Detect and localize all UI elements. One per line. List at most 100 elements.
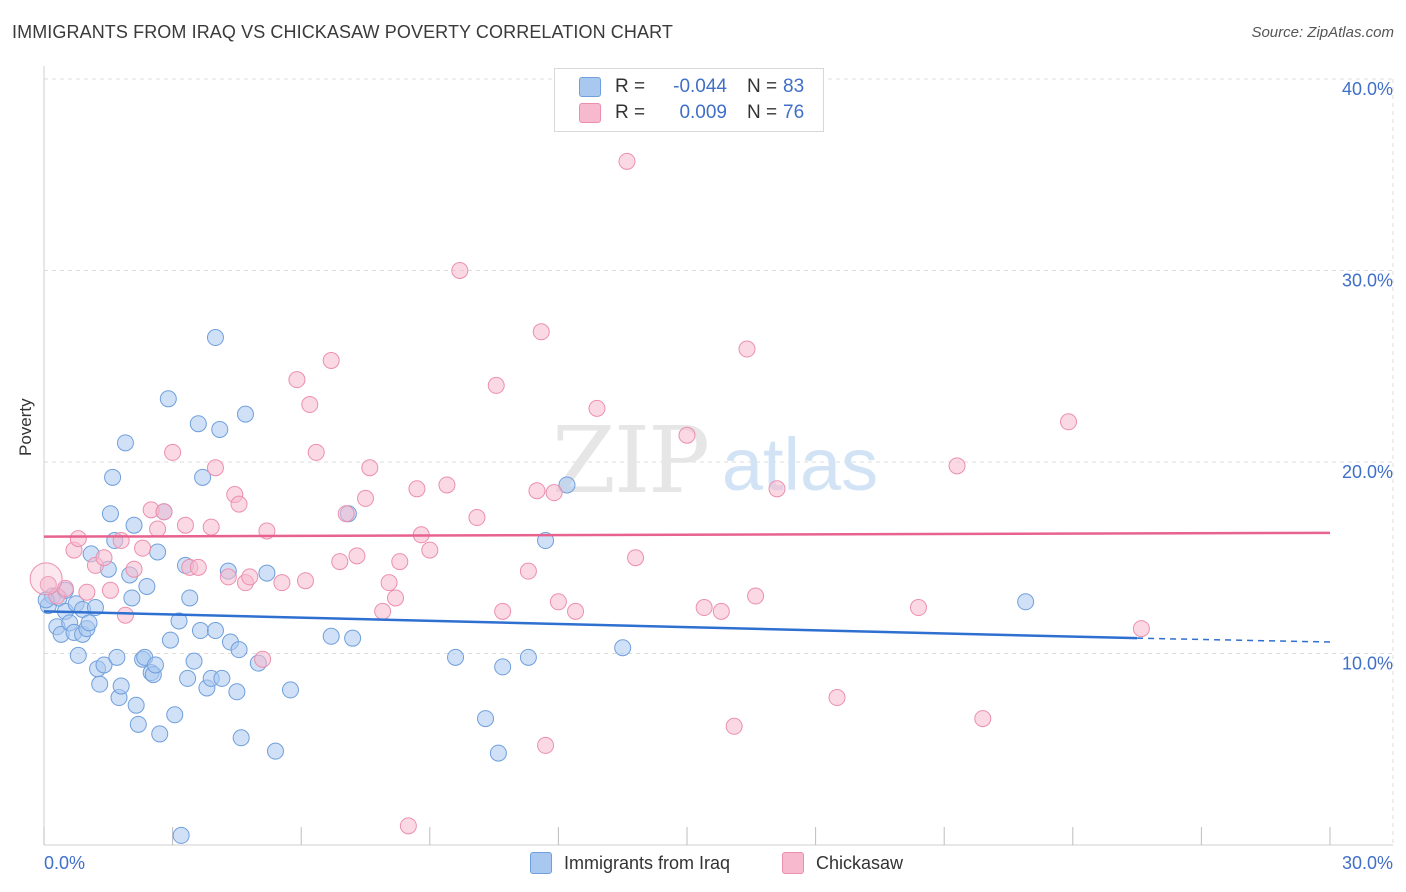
legend-n-value: 76 xyxy=(783,102,805,123)
legend-r-value: 0.009 xyxy=(679,102,727,123)
chickasaw-point xyxy=(322,352,340,370)
chickasaw-point xyxy=(528,482,546,500)
iraq-point xyxy=(236,405,254,423)
y-tick-label: 10.0% xyxy=(1342,654,1393,674)
iraq-point xyxy=(558,476,576,494)
chickasaw-point xyxy=(451,262,469,279)
chickasaw-point xyxy=(134,539,152,557)
iraq-point xyxy=(228,683,246,701)
chickasaw-point xyxy=(254,650,272,668)
correlation-legend: R = -0.044 N = 83 R = 0.009 N = 76 xyxy=(554,68,824,132)
chickasaw-point xyxy=(1132,620,1150,638)
chickasaw-trend-line xyxy=(43,531,1331,538)
chickasaw-point xyxy=(273,574,291,592)
chickasaw-point xyxy=(712,602,730,620)
y-tick-label: 20.0% xyxy=(1342,462,1393,482)
chickasaw-point xyxy=(206,459,224,477)
chickasaw-point xyxy=(348,547,366,565)
chickasaw-point xyxy=(627,549,645,567)
iraq-point xyxy=(213,669,231,687)
iraq-point xyxy=(258,564,276,582)
iraq-point xyxy=(614,639,632,657)
iraq-point xyxy=(101,505,119,523)
iraq-point xyxy=(138,577,156,595)
iraq-point xyxy=(211,420,229,438)
legend-n-label: N = xyxy=(747,102,778,123)
iraq-point xyxy=(1017,593,1035,611)
x-tick-label: 0.0% xyxy=(44,853,85,873)
iraq-point xyxy=(266,742,284,760)
iraq-point xyxy=(230,641,248,659)
tick-labels: 10.0% 20.0% 30.0% 40.0% 0.0% 30.0% xyxy=(44,79,1393,873)
chickasaw-point xyxy=(155,503,173,521)
chickasaw-point xyxy=(296,572,314,590)
chickasaw-point xyxy=(532,323,550,341)
iraq-point xyxy=(172,826,190,844)
iraq-point xyxy=(189,415,207,433)
legend-label-chickasaw: Chickasaw xyxy=(816,852,904,873)
chickasaw-point xyxy=(948,457,966,475)
chickasaw-point xyxy=(537,736,555,754)
chickasaw-point xyxy=(149,520,167,538)
chickasaw-point xyxy=(519,562,537,580)
iraq-point xyxy=(206,329,224,347)
iraq-point xyxy=(146,656,164,674)
y-tick-label: 40.0% xyxy=(1342,79,1393,99)
chickasaw-point xyxy=(357,489,374,507)
chickasaw-point xyxy=(391,553,409,571)
iraq-point xyxy=(344,629,362,647)
chickasaw-point xyxy=(219,568,237,586)
chickasaw-point xyxy=(738,340,756,358)
iraq-trend-extension xyxy=(1137,637,1331,643)
chickasaw-point xyxy=(468,509,486,527)
chickasaw-point-cluster xyxy=(29,562,63,596)
iraq-trend-line xyxy=(43,610,1138,640)
x-tick-label: 30.0% xyxy=(1342,853,1393,873)
chickasaw-point xyxy=(112,532,130,550)
iraq-point xyxy=(127,696,145,714)
chickasaw-point xyxy=(1060,413,1078,431)
chickasaw-point xyxy=(116,606,134,624)
chickasaw-point xyxy=(408,480,426,498)
iraq-point xyxy=(489,744,507,762)
iraq-point xyxy=(477,710,495,728)
axes xyxy=(43,66,1393,846)
chickasaw-point xyxy=(909,599,927,617)
legend-item-chickasaw: Chickasaw xyxy=(782,852,903,874)
legend-row-chickasaw: R = 0.009 N = 76 xyxy=(579,100,804,126)
iraq-point xyxy=(166,706,184,724)
iraq-point xyxy=(447,648,465,666)
chickasaw-point xyxy=(374,602,392,620)
chickasaw-point xyxy=(241,568,259,586)
iraq-point xyxy=(149,543,167,561)
legend-swatch-iraq xyxy=(579,77,601,97)
chickasaw-point xyxy=(125,560,143,578)
iraq-point xyxy=(112,677,130,695)
iraq-point xyxy=(191,622,209,640)
chickasaw-point xyxy=(189,558,207,576)
chickasaw-point xyxy=(678,426,696,444)
chickasaw-point xyxy=(768,480,786,498)
chickasaw-point xyxy=(588,399,606,417)
iraq-point xyxy=(69,646,87,664)
grid-lines xyxy=(44,78,1394,845)
legend-swatch-chickasaw xyxy=(782,852,804,874)
chickasaw-point xyxy=(618,152,636,170)
chickasaw-point xyxy=(695,599,713,617)
series-iraq-points xyxy=(37,329,1035,844)
iraq-point xyxy=(161,631,179,649)
iraq-point xyxy=(123,589,141,607)
iraq-point xyxy=(537,532,555,550)
chickasaw-point xyxy=(230,495,248,513)
legend-label-iraq: Immigrants from Iraq xyxy=(564,852,731,873)
legend-r-label: R = xyxy=(615,102,646,123)
iraq-point xyxy=(232,729,250,747)
iraq-point xyxy=(185,652,203,670)
chickasaw-point xyxy=(202,518,220,536)
chickasaw-point xyxy=(288,371,306,389)
series-legend: Immigrants from Iraq Chickasaw xyxy=(0,852,1406,876)
y-tick-label: 30.0% xyxy=(1342,271,1393,291)
chickasaw-point xyxy=(95,549,113,567)
chickasaw-point xyxy=(164,443,182,461)
